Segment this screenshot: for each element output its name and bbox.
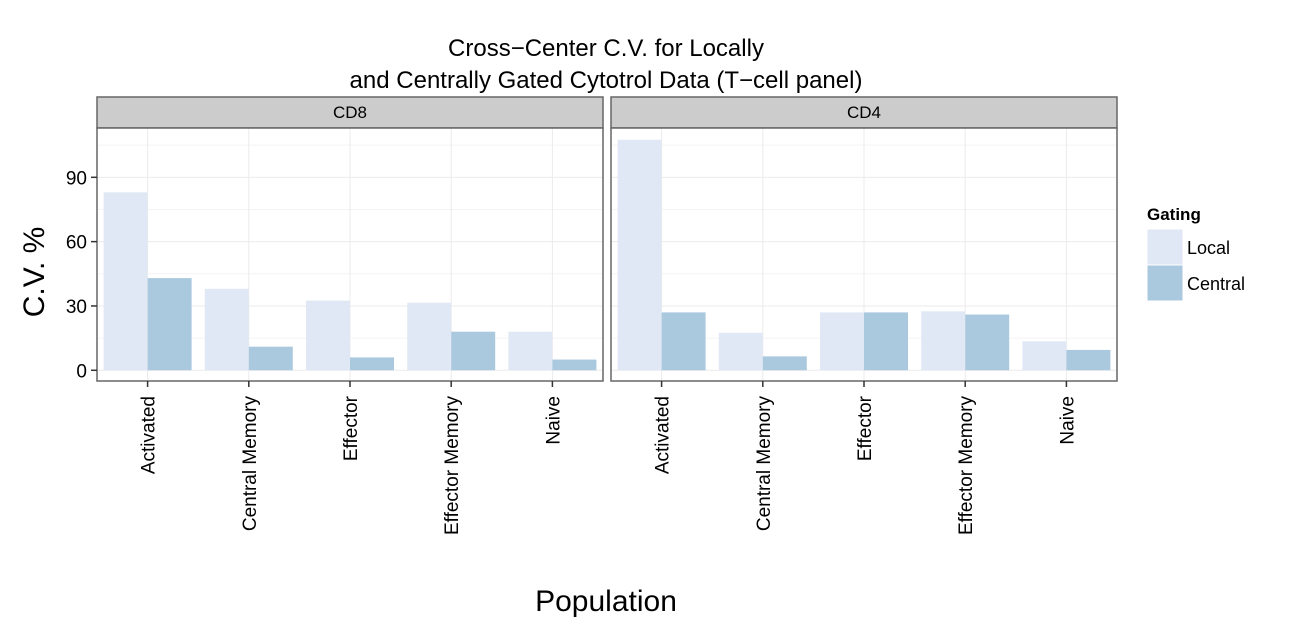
bar-cd4-effector-local [820, 312, 864, 371]
chart-title-line-1: Cross−Center C.V. for Locally [448, 35, 764, 62]
x-axis: Activated Central Memory Effector Effector … [653, 381, 1078, 536]
y-tick-label: 30 [66, 297, 87, 318]
bar-cd8-activated-central [147, 278, 192, 371]
bar-cd4-activated-central [661, 312, 706, 371]
x-tick-label: Effector [341, 395, 362, 461]
x-tick-label: Effector Memory [956, 396, 977, 536]
bar-cd8-effector-memory-central [451, 331, 496, 371]
bar-cd4-naive-central [1066, 349, 1111, 371]
x-axis: Activated Central Memory Effector Effector … [139, 381, 564, 536]
facet-strip [610, 96, 1118, 129]
y-tick-label: 0 [76, 361, 87, 382]
panels: CD8 Activated Central Memory Effector Effect… [96, 96, 1118, 536]
bar-cd8-activated-local [103, 192, 148, 371]
x-tick-label: Central Memory [240, 396, 261, 532]
bar-cd8-effector-local [306, 300, 350, 371]
facet-strip-label: CD8 [333, 103, 367, 122]
y-axis-title: C.V. % [18, 227, 51, 318]
bar-cd8-effector-central [350, 357, 394, 371]
chart-title-line-2: and Centrally Gated Cytotrol Data (T−cel… [350, 67, 863, 94]
bar-cd4-naive-local [1022, 341, 1067, 371]
x-tick-label: Naive [1057, 396, 1078, 445]
legend-label-local: Local [1187, 238, 1230, 258]
x-tick-label: Activated [653, 396, 674, 474]
bar-cd4-effector-memory-local [921, 311, 966, 371]
x-tick-label: Effector Memory [442, 396, 463, 536]
legend-key-local [1146, 228, 1184, 266]
bar-cd4-central-memory-central [762, 356, 807, 371]
legend: Gating Local Central [1146, 205, 1245, 302]
legend-title: Gating [1147, 205, 1201, 224]
bar-cd4-effector-central [864, 312, 908, 371]
bar-cd8-central-memory-central [248, 346, 293, 371]
legend-label-central: Central [1187, 274, 1245, 294]
x-tick-label: Effector [855, 395, 876, 461]
facet-strip [96, 96, 604, 129]
bar-cd4-activated-local [617, 139, 662, 371]
bar-cd8-naive-central [552, 359, 597, 371]
x-tick-label: Activated [139, 396, 160, 474]
y-axis: 0 30 60 90 [66, 168, 97, 382]
bar-cd4-effector-memory-central [965, 314, 1010, 371]
y-tick-label: 60 [66, 233, 87, 254]
facet-strip-label: CD4 [847, 103, 881, 122]
x-tick-label: Naive [543, 396, 564, 445]
x-axis-title: Population [535, 585, 677, 618]
bars [617, 139, 1111, 371]
y-tick-label: 90 [66, 168, 87, 189]
x-tick-label: Central Memory [754, 396, 775, 532]
legend-key-central [1146, 264, 1184, 302]
bars [103, 192, 597, 371]
bar-cd8-central-memory-local [204, 288, 249, 371]
panel-cd4: CD4 Activated Central Memory Effector Effect… [610, 96, 1118, 536]
gridlines [611, 128, 1117, 381]
bar-cd4-central-memory-local [718, 332, 763, 371]
panel-cd8: CD8 Activated Central Memory Effector Effect… [96, 96, 604, 536]
bar-cd8-effector-memory-local [407, 302, 452, 371]
bar-cd8-naive-local [508, 331, 553, 371]
